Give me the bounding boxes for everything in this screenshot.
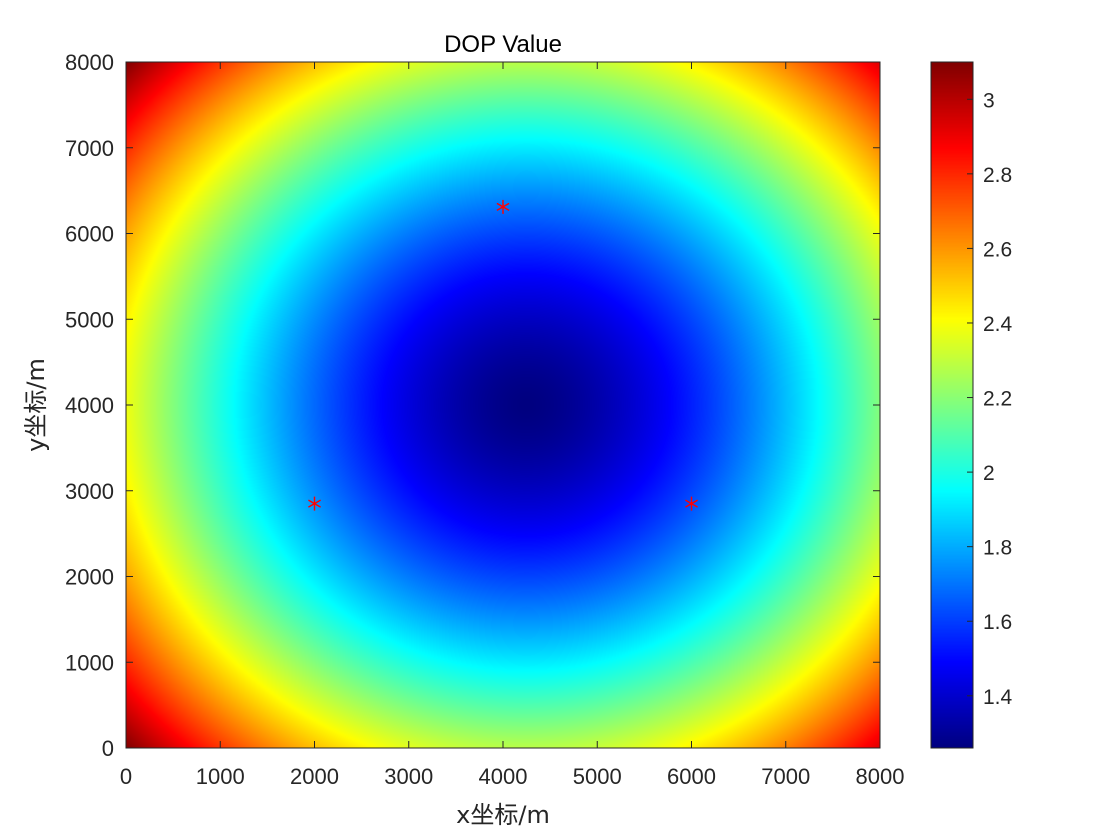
colorbar-tick-label: 1.4	[983, 686, 1013, 709]
colorbar-tick-label: 2.4	[983, 313, 1013, 336]
y-tick-label: 8000	[65, 50, 114, 75]
colorbar-tick-label: 2.2	[983, 388, 1012, 411]
y-tick-label: 2000	[65, 565, 114, 590]
colorbar-box	[930, 61, 974, 749]
y-tick-label: 5000	[65, 307, 114, 332]
x-tick-label: 0	[120, 764, 132, 789]
colorbar-tick-label: 2.8	[983, 164, 1012, 187]
x-tick-label: 3000	[384, 764, 433, 789]
x-tick-label: 4000	[479, 764, 528, 789]
x-tick-label: 8000	[856, 764, 905, 789]
station-markers	[308, 199, 698, 511]
x-tick-label: 7000	[761, 764, 810, 789]
dop-heatmap	[126, 62, 880, 748]
colorbar-axis: 1.4 1.6 1.8 2 2.2 2.4 2.6 2.8 3	[967, 89, 1013, 709]
x-axis-label: x坐标/m	[456, 801, 550, 829]
y-tick-label: 3000	[65, 479, 114, 504]
x-tick-label: 1000	[196, 764, 245, 789]
station-marker	[685, 496, 698, 511]
station-marker	[308, 496, 321, 511]
colorbar-gradient	[931, 62, 973, 748]
y-tick-label: 6000	[65, 222, 114, 247]
x-tick-label: 5000	[573, 764, 622, 789]
chart-title: DOP Value	[444, 31, 562, 58]
x-tick-label: 6000	[667, 764, 716, 789]
y-tick-label: 0	[102, 736, 114, 761]
y-tick-label: 4000	[65, 393, 114, 418]
x-tick-label: 2000	[290, 764, 339, 789]
colorbar-tick-label: 2	[983, 462, 995, 485]
y-axis-label: y坐标/m	[22, 358, 50, 452]
x-axis: 0 1000 2000 3000 4000 5000 6000 7000 8000	[120, 62, 905, 789]
y-axis: 0 1000 2000 3000 4000 5000 6000 7000 8000	[65, 50, 880, 761]
colorbar-tick-label: 2.6	[983, 238, 1012, 261]
colorbar-tick-label: 1.6	[983, 611, 1012, 634]
y-tick-label: 7000	[65, 136, 114, 161]
plot-axes-box	[125, 61, 881, 749]
station-marker	[496, 199, 510, 214]
colorbar-tick-label: 3	[983, 89, 995, 112]
y-tick-label: 1000	[65, 650, 114, 675]
colorbar-tick-label: 1.8	[983, 537, 1012, 560]
